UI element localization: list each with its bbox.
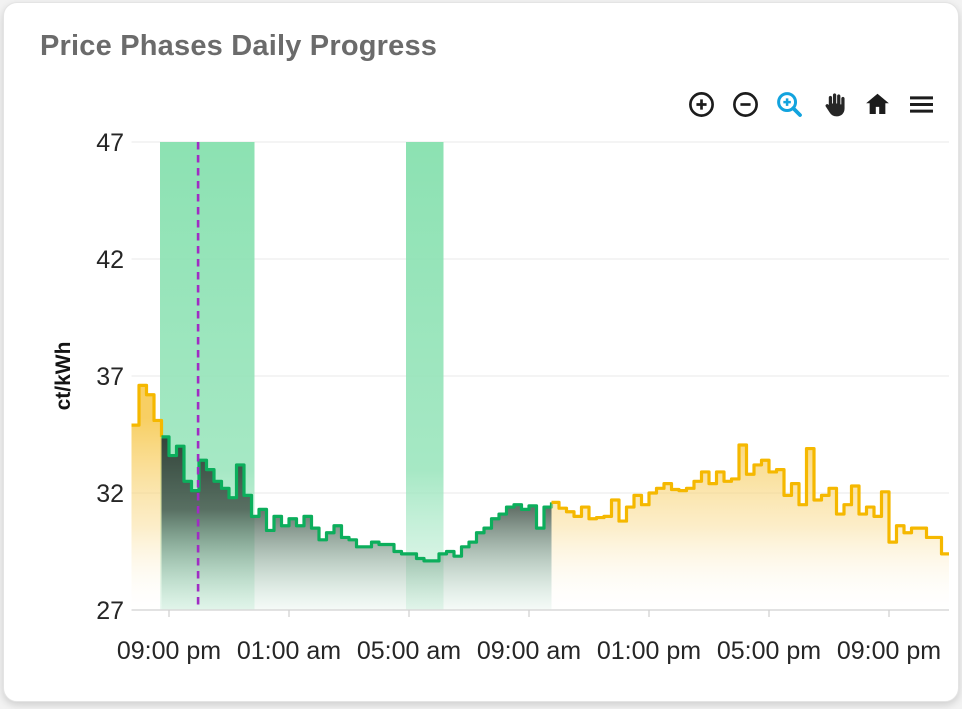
y-tick-label: 42 bbox=[96, 246, 124, 274]
x-tick-label: 09:00 pm bbox=[117, 637, 221, 665]
highlight-band bbox=[406, 142, 444, 610]
y-tick-label: 32 bbox=[96, 480, 124, 508]
x-tick-label: 01:00 am bbox=[237, 637, 341, 665]
x-tick-label: 09:00 pm bbox=[837, 637, 941, 665]
x-tick-label: 05:00 am bbox=[357, 637, 461, 665]
y-tick-label: 47 bbox=[96, 129, 124, 157]
chart-card: Price Phases Daily Progress bbox=[3, 2, 959, 702]
y-tick-label: 27 bbox=[96, 597, 124, 625]
price-chart-svg[interactable]: 09:00 pm 01:00 am 05:00 am 09:00 am 01:00 pm… bbox=[4, 3, 962, 709]
y-axis-title: ct/kWh bbox=[52, 342, 75, 411]
x-tick-label: 09:00 am bbox=[477, 637, 581, 665]
x-tick-label: 01:00 pm bbox=[597, 637, 701, 665]
x-tick-label: 05:00 pm bbox=[717, 637, 821, 665]
y-tick-label: 37 bbox=[96, 363, 124, 391]
